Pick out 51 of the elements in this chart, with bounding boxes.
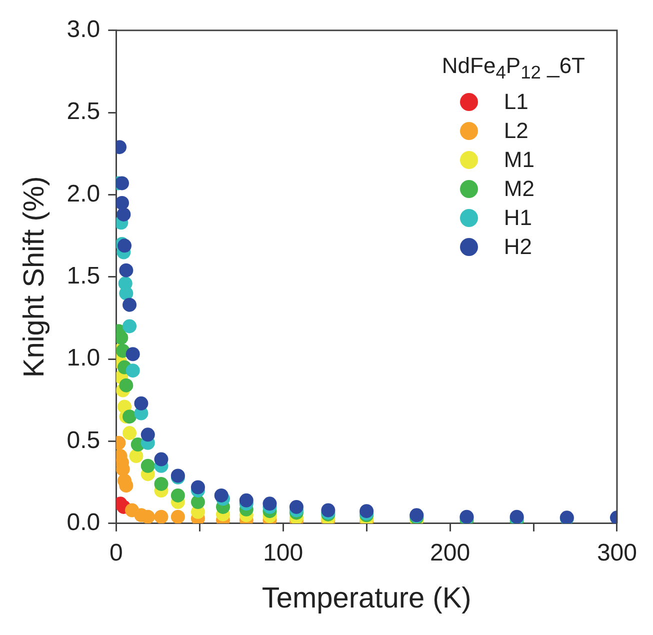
point [134,396,148,410]
point [116,176,130,190]
legend-label: M1 [504,146,534,173]
point [119,286,134,300]
y-tick-label: 2.5 [66,98,100,126]
point [122,319,137,334]
point [154,452,168,466]
point [170,488,185,502]
point [289,500,304,514]
y-tick-label: 0.0 [66,509,100,536]
legend-label: M2 [504,176,534,202]
point [129,449,144,464]
point [214,488,228,502]
point [239,493,254,508]
x-axis-title: Temperature (K) [262,582,472,615]
x-tick-label: 200 [430,539,470,566]
point [190,480,205,494]
point [119,478,134,493]
y-tick-label: 2.0 [66,180,100,208]
point [119,263,134,278]
point [140,458,155,473]
y-tick-label: 3.0 [66,16,100,44]
legend-label: H2 [504,234,532,260]
y-axis-title: Knight Shift (%) [18,176,50,378]
point [190,495,205,510]
point [140,428,155,442]
point [262,496,277,511]
point [119,378,134,392]
point [154,476,168,491]
y-tick-label: 1.5 [66,262,100,290]
point [118,238,132,253]
point [170,510,185,524]
point [122,426,137,440]
point [122,410,137,424]
legend-label: L1 [504,88,528,115]
point [126,364,140,378]
point [122,298,137,312]
point [321,503,336,518]
point [116,207,131,222]
x-tick-label: 300 [596,539,637,566]
x-tick-label: 100 [263,539,304,566]
point [360,504,374,518]
point [154,510,168,524]
point [126,347,140,362]
x-tick-label: 0 [109,539,123,566]
y-tick-label: 1.0 [66,344,100,372]
legend-label: L2 [504,118,528,144]
y-tick-label: 0.5 [66,426,100,454]
point [116,196,130,210]
legend-title: NdFe$_{4}$P$_{12}$ _6T [442,53,585,84]
legend-label: H1 [504,204,532,231]
